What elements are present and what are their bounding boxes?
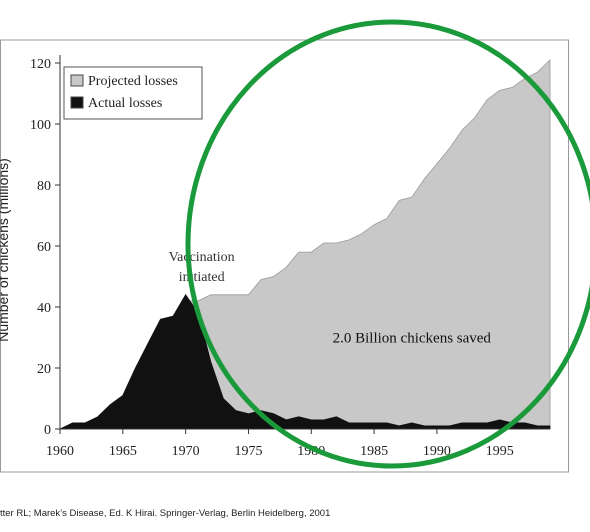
series-areas: [59, 58, 551, 430]
y-tick-label: 120: [30, 57, 51, 72]
x-tick-label: 1980: [297, 444, 325, 459]
highlight-circle: [185, 19, 590, 469]
annotation-vaccination-line: initiated: [179, 270, 225, 285]
legend-box: [63, 66, 203, 120]
y-tick-label: 100: [30, 118, 51, 133]
legend: Projected losses Actual losses: [63, 66, 203, 120]
axes: 0 20 40 60 80 100 120 1960 1965 1970 1975 1980 1985 1…: [30, 55, 550, 459]
citation-text: tter RL; Marek’s Disease, Ed. K Hirai. S…: [0, 508, 331, 519]
x-tick-label: 1975: [234, 444, 262, 459]
y-tick-label: 40: [37, 301, 51, 316]
y-tick-label: 20: [37, 362, 51, 377]
x-tick-label: 1985: [360, 444, 388, 459]
legend-label: Actual losses: [88, 96, 162, 111]
legend-swatch: [70, 74, 84, 87]
annotation-vaccination-line: Vaccination: [169, 250, 235, 265]
x-tick-label: 1990: [423, 444, 451, 459]
x-tick-label: 1970: [172, 444, 200, 459]
series-area-actual-losses: [59, 294, 551, 430]
x-tick-label: 1960: [46, 444, 74, 459]
y-tick-label: 80: [37, 179, 51, 194]
x-tick-label: 1965: [109, 444, 137, 459]
y-tick-label: 60: [37, 240, 51, 255]
annotation-billion-saved: 2.0 Billion chickens saved: [333, 331, 492, 347]
y-axis-label: Number of chickens (millions): [0, 158, 11, 342]
y-tick-label: 0: [44, 423, 51, 438]
legend-label: Projected losses: [88, 74, 178, 89]
x-tick-label: 1995: [486, 444, 514, 459]
legend-swatch: [70, 96, 84, 109]
